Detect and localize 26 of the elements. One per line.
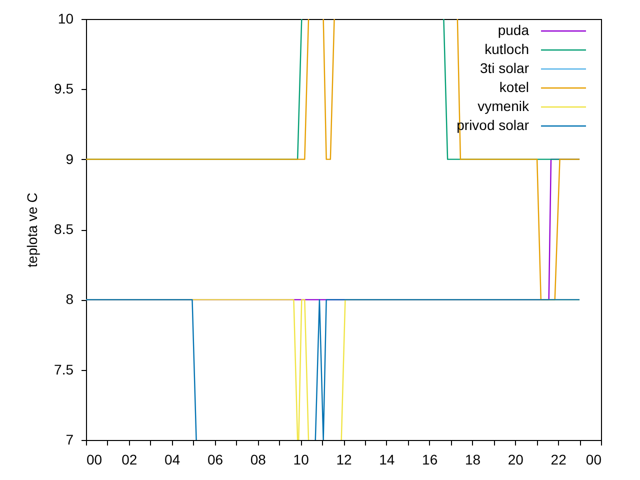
x-tick-label: 16: [422, 452, 438, 468]
x-tick-label: 06: [207, 452, 224, 468]
legend-label: puda: [498, 22, 530, 38]
y-tick-label: 9: [66, 150, 74, 167]
y-tick-label: 8: [66, 291, 74, 308]
x-tick-label: 22: [550, 452, 567, 468]
x-tick-label: 02: [122, 452, 138, 468]
x-tick-label: 14: [379, 452, 395, 468]
y-tick-label: 7.5: [54, 361, 74, 378]
legend-label: kotel: [499, 79, 529, 95]
y-axis-title: teplota ve C: [24, 192, 40, 268]
x-tick-label: 12: [336, 452, 352, 468]
x-tick-label: 10: [293, 452, 310, 468]
y-tick-label: 7: [66, 432, 74, 448]
legend-label: 3ti solar: [480, 60, 530, 76]
x-tick-label: 04: [164, 452, 180, 468]
y-tick-label: 9.5: [54, 80, 74, 97]
legend-label: vymenik: [478, 98, 530, 114]
x-tick-label: 00: [86, 452, 102, 468]
y-tick-label: 8.5: [54, 221, 74, 237]
x-tick-label: 08: [250, 452, 266, 468]
x-tick-label: 20: [508, 452, 524, 468]
legend-label: kutloch: [484, 41, 529, 57]
y-tick-label: 10: [58, 10, 74, 26]
x-tick-label: 00: [586, 452, 602, 468]
x-tick-label: 18: [464, 452, 481, 468]
